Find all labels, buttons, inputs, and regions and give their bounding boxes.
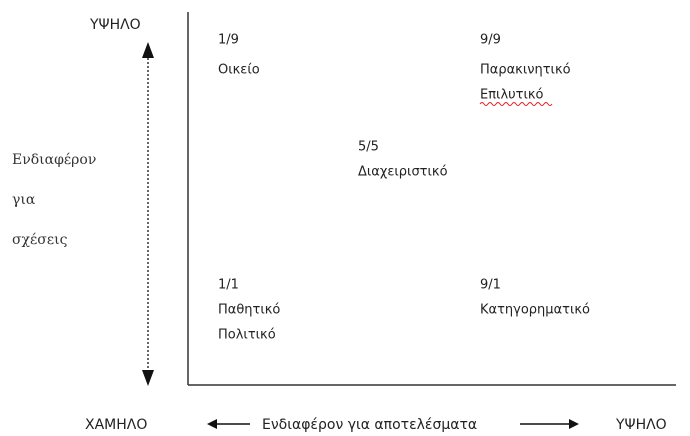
cell-label: Επιλυτικό	[480, 88, 544, 103]
cell-label: Παθητικό	[218, 303, 280, 318]
cell-code: 5/5	[358, 140, 379, 155]
y-axis-label: για	[12, 192, 36, 208]
x-low-label: ΧΑΜΗΛΟ	[85, 417, 147, 433]
y-axis-label: Ενδιαφέρον	[12, 151, 96, 168]
cell-label: Κατηγορηματικό	[480, 303, 590, 318]
y-high-label: ΥΨΗΛΟ	[89, 17, 141, 33]
cell-code: 9/1	[480, 278, 501, 293]
cell-label: Διαχειριστικό	[358, 165, 448, 180]
x-axis-label: Ενδιαφέρον για αποτελέσματα	[262, 417, 477, 433]
arrow-head-up	[142, 42, 154, 58]
cell-code: 1/1	[218, 278, 239, 293]
cell-label: Πολιτικό	[218, 328, 276, 343]
cell-code: 9/9	[480, 33, 501, 48]
cell-label: Οικείο	[218, 63, 260, 78]
cell-code: 1/9	[218, 33, 239, 48]
arrow-head-down	[142, 370, 154, 386]
cell-label: Παρακινητικό	[480, 63, 571, 78]
y-axis-label: σχέσεις	[12, 231, 68, 248]
x-high-label: ΥΨΗΛΟ	[615, 417, 667, 433]
spell-underline	[479, 102, 553, 106]
